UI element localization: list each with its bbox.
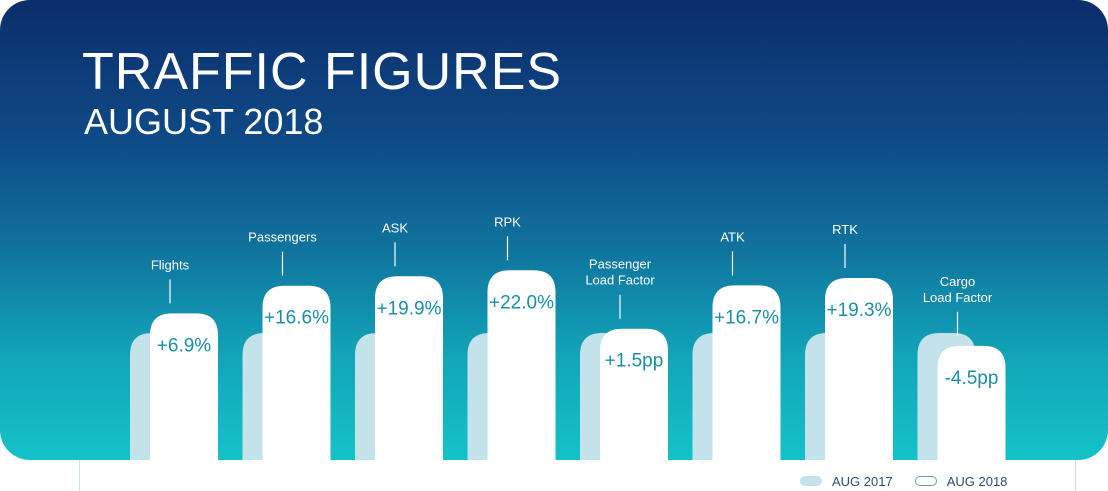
chart-subtitle: AUGUST 2018 — [84, 101, 324, 142]
bar-aug-2018 — [825, 277, 893, 460]
bar-aug-2018 — [712, 285, 781, 460]
bar-aug-2018 — [150, 313, 218, 460]
legend-item-aug-2017: AUG 2017 — [800, 474, 893, 489]
legend: AUG 2017 AUG 2018 — [800, 471, 1029, 491]
legend-label-aug-2018: AUG 2018 — [946, 473, 1008, 489]
bar-aug-2018 — [487, 270, 556, 460]
category-label: ASK — [382, 220, 408, 235]
legend-item-aug-2018: AUG 2018 — [914, 473, 1008, 489]
data-label: +6.9% — [157, 335, 212, 356]
category-label: Flights — [151, 257, 190, 272]
legend-label-aug-2017: AUG 2017 — [832, 473, 893, 489]
bar-aug-2018 — [600, 328, 668, 460]
category-label: Load Factor — [923, 290, 993, 305]
category-label: Passenger — [589, 257, 652, 272]
data-label: +19.9% — [377, 298, 442, 319]
bar-aug-2018 — [262, 285, 331, 460]
frame-line-left — [79, 460, 80, 491]
data-label: +1.5pp — [605, 351, 664, 372]
data-label: +22.0% — [489, 292, 554, 313]
legend-swatch-aug-2018 — [914, 476, 937, 486]
category-label: ATK — [720, 229, 745, 244]
category-label: Passengers — [248, 230, 317, 245]
category-label: Cargo — [940, 274, 975, 289]
data-label: +16.7% — [714, 307, 779, 328]
chart-title: TRAFFIC FIGURES — [82, 43, 563, 101]
data-label: +19.3% — [827, 300, 892, 321]
data-label: -4.5pp — [945, 368, 999, 389]
bar-aug-2018 — [375, 276, 443, 460]
legend-swatch-aug-2017 — [800, 476, 822, 486]
data-label: +16.6% — [264, 308, 329, 329]
category-label: Load Factor — [585, 273, 655, 288]
frame-line-right — [1075, 460, 1076, 491]
bar-aug-2018 — [937, 345, 1006, 460]
category-label: RTK — [832, 222, 858, 237]
category-label: RPK — [494, 214, 521, 229]
